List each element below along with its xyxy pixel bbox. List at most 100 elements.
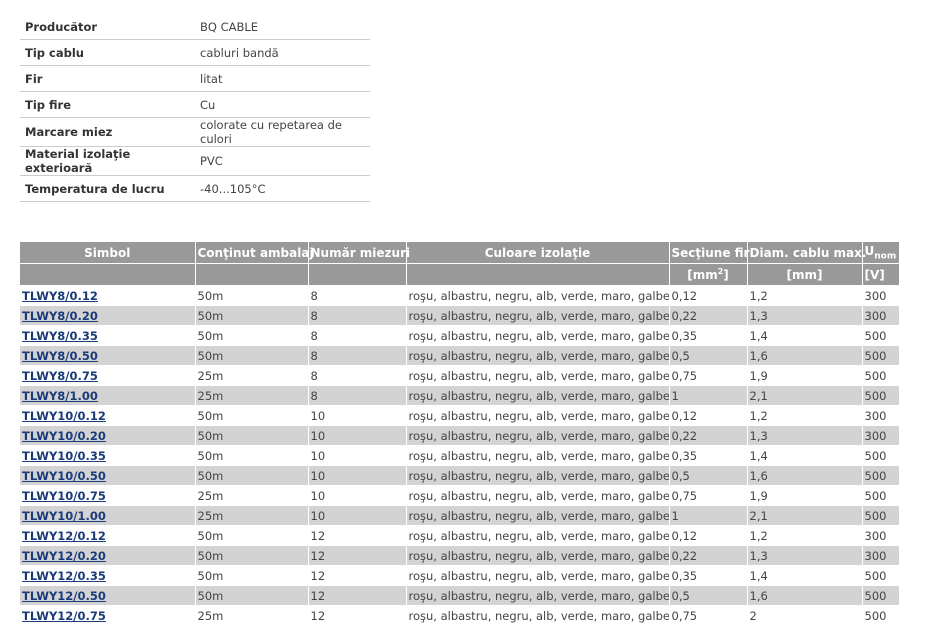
product-link[interactable]: TLWY8/0.20 (22, 308, 98, 323)
product-link[interactable]: TLWY12/0.20 (22, 548, 106, 563)
cell-numar: 10 (308, 465, 407, 486)
cell-continut: 50m (195, 525, 309, 546)
product-link[interactable]: TLWY10/0.20 (22, 428, 106, 443)
cell-numar: 8 (308, 365, 407, 386)
cell-culoare: roşu, albastru, negru, alb, verde, maro,… (406, 285, 670, 306)
cell-unom: 300 (862, 405, 900, 426)
product-link[interactable]: TLWY8/0.75 (22, 368, 98, 383)
cell-continut: 50m (195, 305, 309, 326)
table-row: TLWY10/0.12 50m 10 roşu, albastru, negru, a… (20, 405, 900, 426)
product-link[interactable]: TLWY10/1.00 (22, 508, 106, 523)
cell-unom: 300 (862, 545, 900, 566)
cell-unom: 500 (862, 505, 900, 526)
cell-numar: 10 (308, 505, 407, 526)
cell-simbol: TLWY10/0.50 (20, 465, 196, 486)
product-link[interactable]: TLWY8/1.00 (22, 388, 98, 403)
table-row: TLWY8/1.00 25m 8 roşu, albastru, negru, alb… (20, 385, 900, 406)
cell-simbol: TLWY8/1.00 (20, 385, 196, 406)
spec-value: BQ CABLE (195, 14, 370, 40)
table-row: TLWY12/0.12 50m 12 roşu, albastru, negru, a… (20, 525, 900, 546)
cell-numar: 10 (308, 445, 407, 466)
cell-sectiune: 0,35 (669, 565, 748, 586)
spec-value: colorate cu repetarea de culori (195, 117, 370, 147)
cell-sectiune: 0,22 (669, 545, 748, 566)
cell-continut: 50m (195, 425, 309, 446)
cell-continut: 50m (195, 585, 309, 606)
table-row: TLWY12/0.75 25m 12 roşu, albastru, negru, a… (20, 605, 900, 626)
cell-diam: 2,1 (747, 385, 863, 406)
product-link[interactable]: TLWY12/0.35 (22, 568, 106, 583)
cell-culoare: roşu, albastru, negru, alb, verde, maro,… (406, 405, 670, 426)
cell-unom: 500 (862, 365, 900, 386)
cell-continut: 50m (195, 285, 309, 306)
cell-culoare: roşu, albastru, negru, alb, verde, maro,… (406, 385, 670, 406)
spec-row: Temperatura de lucru -40...105°C (20, 175, 370, 202)
cell-simbol: TLWY12/0.12 (20, 525, 196, 546)
spec-label: Fir (20, 65, 195, 92)
cell-diam: 1,6 (747, 585, 863, 606)
cell-diam: 1,4 (747, 445, 863, 466)
cell-simbol: TLWY8/0.75 (20, 365, 196, 386)
product-link[interactable]: TLWY10/0.50 (22, 468, 106, 483)
cell-continut: 50m (195, 565, 309, 586)
cell-culoare: roşu, albastru, negru, alb, verde, maro,… (406, 505, 670, 526)
cell-numar: 8 (308, 325, 407, 346)
spec-row: Tip cablu cabluri bandă (20, 39, 370, 66)
product-table: Simbol Conţinut ambalaj Număr miezuri Cu… (20, 242, 900, 626)
cell-culoare: roşu, albastru, negru, alb, verde, maro,… (406, 325, 670, 346)
cell-continut: 25m (195, 365, 309, 386)
cell-continut: 25m (195, 605, 309, 626)
unom-sub: nom (874, 251, 897, 262)
product-link[interactable]: TLWY8/0.50 (22, 348, 98, 363)
cell-simbol: TLWY8/0.50 (20, 345, 196, 366)
unit-diam: [mm] (747, 263, 863, 286)
product-link[interactable]: TLWY12/0.12 (22, 528, 106, 543)
col-continut: Conţinut ambalaj (195, 242, 314, 264)
cell-culoare: roşu, albastru, negru, alb, verde, maro,… (406, 525, 670, 546)
cell-culoare: roşu, albastru, negru, alb, verde, maro,… (406, 445, 670, 466)
cell-simbol: TLWY10/0.20 (20, 425, 196, 446)
cell-continut: 25m (195, 385, 309, 406)
cell-numar: 8 (308, 305, 407, 326)
spec-value: litat (195, 65, 370, 92)
cell-sectiune: 1 (669, 505, 748, 526)
product-link[interactable]: TLWY10/0.12 (22, 408, 106, 423)
spec-label: Temperatura de lucru (20, 175, 195, 202)
product-link[interactable]: TLWY12/0.75 (22, 608, 106, 623)
product-link[interactable]: TLWY8/0.35 (22, 328, 98, 343)
product-link[interactable]: TLWY10/0.35 (22, 448, 106, 463)
col-simbol: Simbol (20, 242, 196, 264)
cell-diam: 1,3 (747, 545, 863, 566)
cell-culoare: roşu, albastru, negru, alb, verde, maro,… (406, 605, 670, 626)
cell-culoare: roşu, albastru, negru, alb, verde, maro,… (406, 365, 670, 386)
cell-sectiune: 0,35 (669, 445, 748, 466)
cell-sectiune: 0,12 (669, 285, 748, 306)
table-row: TLWY10/0.75 25m 10 roşu, albastru, negru, a… (20, 485, 900, 506)
cell-diam: 1,3 (747, 425, 863, 446)
spec-value: PVC (195, 146, 370, 176)
cell-sectiune: 0,75 (669, 365, 748, 386)
unit-empty (195, 263, 309, 286)
spec-row: Fir litat (20, 65, 370, 92)
cell-unom: 500 (862, 605, 900, 626)
cell-sectiune: 0,12 (669, 405, 748, 426)
cell-continut: 25m (195, 485, 309, 506)
cell-continut: 50m (195, 405, 309, 426)
product-link[interactable]: TLWY8/0.12 (22, 288, 98, 303)
product-link[interactable]: TLWY12/0.50 (22, 588, 106, 603)
cell-simbol: TLWY8/0.35 (20, 325, 196, 346)
unit-sectiune: [mm2] (669, 263, 748, 286)
table-row: TLWY12/0.50 50m 12 roşu, albastru, negru, a… (20, 585, 900, 606)
cell-sectiune: 0,75 (669, 605, 748, 626)
unit-sectiune-text: [mm (687, 268, 718, 282)
cell-numar: 12 (308, 525, 407, 546)
cell-culoare: roşu, albastru, negru, alb, verde, maro,… (406, 485, 670, 506)
spec-row: Tip fire Cu (20, 91, 370, 118)
cell-numar: 10 (308, 425, 407, 446)
cell-diam: 1,9 (747, 485, 863, 506)
spec-label: Tip fire (20, 91, 195, 118)
cell-simbol: TLWY12/0.50 (20, 585, 196, 606)
cell-unom: 300 (862, 305, 900, 326)
cell-numar: 12 (308, 545, 407, 566)
product-link[interactable]: TLWY10/0.75 (22, 488, 106, 503)
